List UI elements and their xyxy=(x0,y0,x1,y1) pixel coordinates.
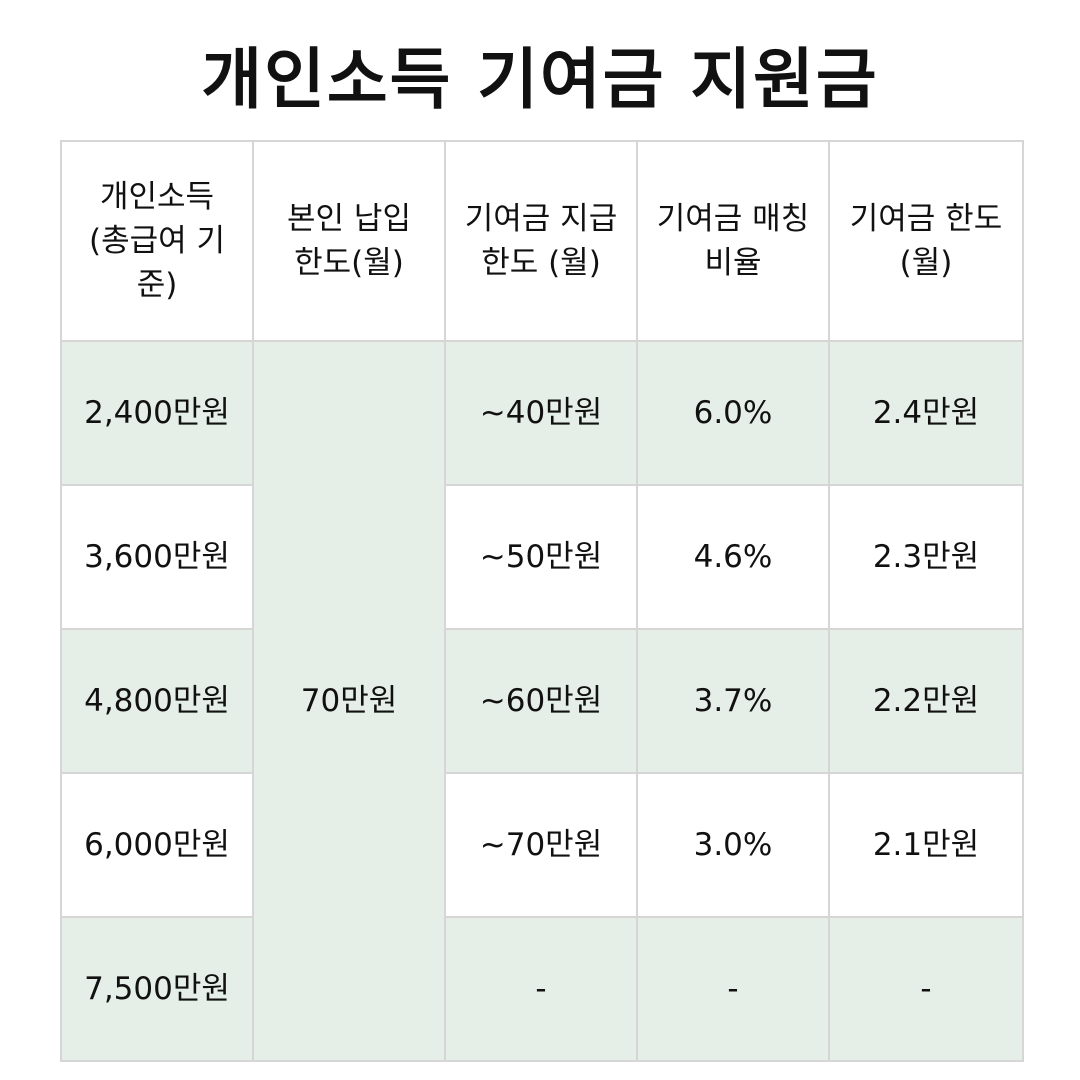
support-limit-cell: - xyxy=(444,916,638,1062)
matching-rate-cell: 3.0% xyxy=(636,772,830,918)
support-limit-cell: ~60만원 xyxy=(444,628,638,774)
income-cell: 6,000만원 xyxy=(60,772,254,918)
payment-limit-cell: 70만원 xyxy=(252,340,446,1062)
matching-rate-cell: 4.6% xyxy=(636,484,830,630)
contribution-limit-cell: 2.2만원 xyxy=(828,628,1024,774)
contribution-limit-cell: 2.4만원 xyxy=(828,340,1024,486)
table-row: 6,000만원 ~70만원 3.0% 2.1만원 xyxy=(60,772,1024,918)
matching-rate-cell: 3.7% xyxy=(636,628,830,774)
table-row: 4,800만원 ~60만원 3.7% 2.2만원 xyxy=(60,628,1024,774)
contribution-limit-cell: 2.1만원 xyxy=(828,772,1024,918)
income-cell: 4,800만원 xyxy=(60,628,254,774)
table-row: 2,400만원 70만원 ~40만원 6.0% 2.4만원 xyxy=(60,340,1024,1062)
header-contribution-limit: 기여금 한도(월) xyxy=(828,140,1024,342)
income-cell: 2,400만원 xyxy=(60,340,254,486)
table-header-row: 개인소득 (총급여 기준) 본인 납입 한도(월) 기여금 지급한도 (월) 기… xyxy=(60,140,1024,342)
header-support-limit: 기여금 지급한도 (월) xyxy=(444,140,638,342)
income-cell: 3,600만원 xyxy=(60,484,254,630)
header-matching-rate: 기여금 매칭비율 xyxy=(636,140,830,342)
support-limit-cell: ~50만원 xyxy=(444,484,638,630)
contribution-table: 개인소득 (총급여 기준) 본인 납입 한도(월) 기여금 지급한도 (월) 기… xyxy=(60,140,1024,1062)
support-limit-cell: ~70만원 xyxy=(444,772,638,918)
header-payment-limit: 본인 납입 한도(월) xyxy=(252,140,446,342)
income-cell: 7,500만원 xyxy=(60,916,254,1062)
contribution-limit-cell: 2.3만원 xyxy=(828,484,1024,630)
contribution-limit-cell: - xyxy=(828,916,1024,1062)
table-row: 7,500만원 - - - xyxy=(60,916,1024,1062)
support-limit-cell: ~40만원 xyxy=(444,340,638,486)
table-row: 3,600만원 ~50만원 4.6% 2.3만원 xyxy=(60,484,1024,630)
matching-rate-cell: - xyxy=(636,916,830,1062)
page-title: 개인소득 기여금 지원금 xyxy=(201,41,879,118)
matching-rate-cell: 6.0% xyxy=(636,340,830,486)
header-income: 개인소득 (총급여 기준) xyxy=(60,140,254,342)
